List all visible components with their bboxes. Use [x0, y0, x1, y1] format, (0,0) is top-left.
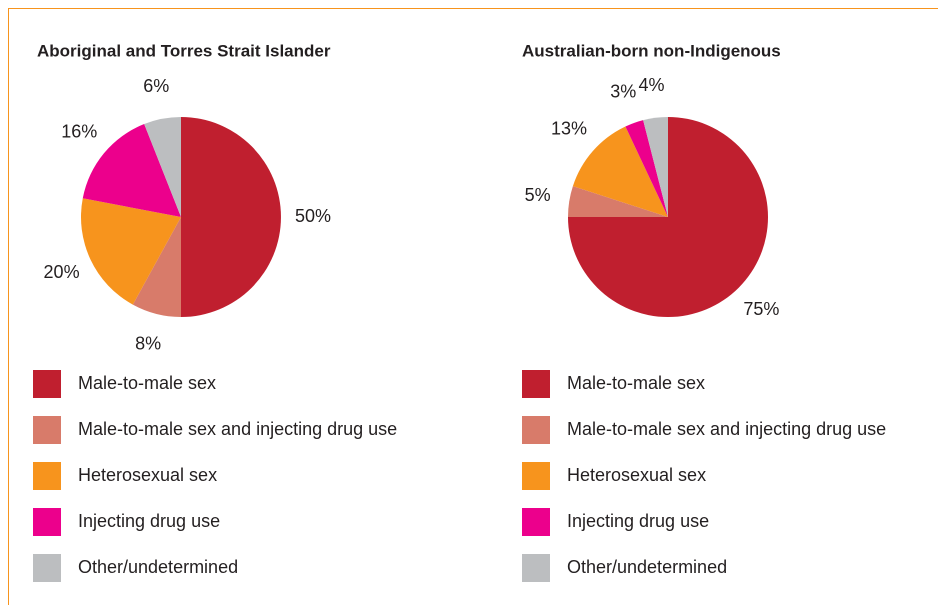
legend-swatch	[522, 462, 550, 490]
legend-label: Male-to-male sex and injecting drug use	[78, 419, 397, 439]
slice-label: 3%	[610, 82, 636, 102]
slice-label: 6%	[143, 76, 169, 96]
legend-label: Heterosexual sex	[567, 465, 706, 485]
chart-title: Australian-born non-Indigenous	[522, 41, 781, 60]
pie-slice	[181, 117, 281, 317]
legend-label: Other/undetermined	[567, 557, 727, 577]
legend-label: Other/undetermined	[78, 557, 238, 577]
pie-slice	[568, 186, 668, 217]
pie-slice	[625, 120, 668, 217]
pie-slice	[82, 124, 181, 217]
pie-slice	[643, 117, 668, 217]
slice-label: 16%	[61, 122, 97, 142]
slice-label: 50%	[295, 206, 331, 226]
pie-slice	[81, 198, 181, 305]
legend-swatch	[522, 416, 550, 444]
legend-swatch	[33, 462, 61, 490]
legend-swatch	[33, 370, 61, 398]
slice-label: 5%	[525, 185, 551, 205]
legend-label: Male-to-male sex	[78, 373, 216, 393]
slice-label: 75%	[743, 299, 779, 319]
slice-label: 13%	[551, 118, 587, 138]
legend-swatch	[33, 416, 61, 444]
pie-slice	[144, 117, 181, 217]
slice-label: 8%	[135, 334, 161, 354]
legend-swatch	[522, 554, 550, 582]
legend-swatch	[522, 508, 550, 536]
pie-slice	[132, 217, 181, 317]
chart-title: Aboriginal and Torres Strait Islander	[37, 41, 331, 60]
legend-swatch	[522, 370, 550, 398]
slice-label: 4%	[638, 75, 664, 95]
legend-swatch	[33, 508, 61, 536]
legend-label: Male-to-male sex	[567, 373, 705, 393]
pie-slice	[572, 126, 668, 217]
legend-label: Injecting drug use	[78, 511, 220, 531]
legend-label: Heterosexual sex	[78, 465, 217, 485]
legend-label: Male-to-male sex and injecting drug use	[567, 419, 886, 439]
legend-swatch	[33, 554, 61, 582]
legend-label: Injecting drug use	[567, 511, 709, 531]
slice-label: 20%	[44, 262, 80, 282]
